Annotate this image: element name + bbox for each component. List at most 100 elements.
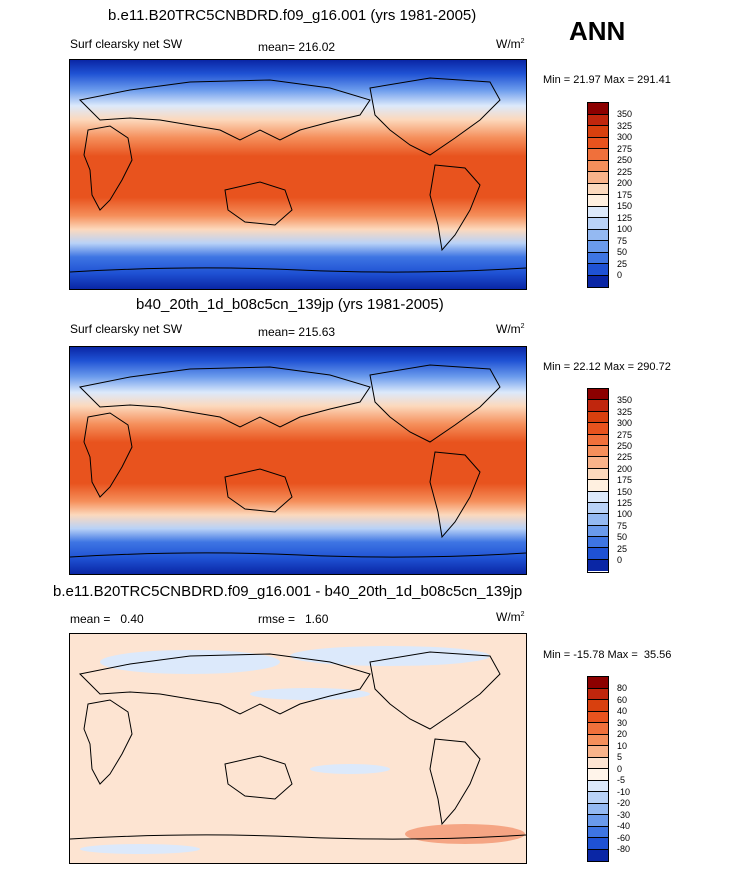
cbar2-label: 225: [617, 452, 633, 462]
cbar1-swatch: [588, 241, 608, 253]
cbar1-label: 225: [617, 167, 633, 177]
panel-3-coast-northamerica: [369, 651, 501, 730]
panel-2-coast-australia: [224, 468, 293, 513]
panel-2-map: [69, 346, 527, 575]
panel-2-field: [70, 347, 526, 574]
panel-1-coast-northamerica: [369, 77, 501, 156]
cbar3-label: -20: [617, 798, 631, 808]
cbar3-swatch: [588, 780, 608, 792]
cbar1-label: 150: [617, 201, 633, 211]
panel-1-coast-africa: [83, 125, 133, 211]
panel-3-map: [69, 633, 527, 864]
cbar1-swatch: [588, 126, 608, 138]
panel-1-coast-antarctica: [70, 267, 526, 273]
panel-1-units-exp: 2: [520, 38, 525, 45]
cbar1-swatch: [588, 275, 608, 287]
cbar1-swatch: [588, 172, 608, 184]
panel-3-colorbar: [587, 676, 609, 862]
cbar2-label: 25: [617, 544, 628, 554]
cbar2-label: 150: [617, 487, 633, 497]
panel-3-rmse-label: rmse = 1.60: [258, 612, 329, 626]
panel-1-colorbar: [587, 102, 609, 288]
cbar3-swatch: [588, 711, 608, 723]
panel-3-coast-eurasia: [78, 653, 371, 715]
cbar1-swatch: [588, 137, 608, 149]
panel-2-coast-northamerica: [369, 364, 501, 443]
panel-3-coast-antarctica: [70, 834, 526, 840]
panel-2-mean-label: mean= 215.63: [258, 325, 336, 339]
panel-3-negative-anomaly: [310, 764, 390, 774]
cbar1-label: 100: [617, 224, 633, 234]
cbar2-label: 300: [617, 418, 633, 428]
panel-2-title: b40_20th_1d_b08c5cn_139jp (yrs 1981-2005…: [136, 296, 444, 313]
cbar2-label: 50: [617, 532, 628, 542]
panel-3-negative-anomaly: [290, 646, 490, 666]
panel-3-title: b.e11.B20TRC5CNBDRD.f09_g16.001 - b40_20…: [53, 583, 523, 600]
cbar1-swatch: [588, 252, 608, 264]
panel-3-units-exp: 2: [520, 611, 525, 618]
panel-1-coast-southamerica: [429, 164, 481, 252]
cbar3-swatch: [588, 838, 608, 850]
cbar3-swatch: [588, 723, 608, 735]
cbar2-label: 325: [617, 407, 633, 417]
cbar2-label: 250: [617, 441, 633, 451]
panel-1-field: [70, 60, 526, 289]
panel-2-colorbar: [587, 388, 609, 573]
panel-2-units-text: W/m: [496, 322, 521, 336]
cbar2-swatch: [588, 457, 608, 469]
panel-2-units: W/m2: [496, 322, 525, 336]
cbar2-swatch: [588, 480, 608, 492]
cbar2-swatch: [588, 548, 608, 560]
cbar3-label: -10: [617, 787, 631, 797]
panel-2-map-field: [70, 347, 526, 574]
panel-1-title: b.e11.B20TRC5CNBDRD.f09_g16.001 (yrs 198…: [108, 7, 477, 24]
cbar2-swatch: [588, 559, 608, 572]
panel-1-coast-eurasia: [78, 79, 371, 141]
panel-3-positive-anomaly: [405, 824, 525, 844]
cbar3-swatch: [588, 757, 608, 769]
cbar2-swatch: [588, 389, 608, 401]
cbar1-label: 350: [617, 109, 633, 119]
panel-2-coast-southamerica: [429, 451, 481, 539]
panel-1-minmax: Min = 21.97 Max = 291.41: [543, 74, 671, 86]
cbar3-label: -5: [617, 775, 626, 785]
cbar3-label: -80: [617, 844, 631, 854]
panel-1-coast-australia: [224, 181, 293, 226]
panel-1-mean-label: mean= 216.02: [258, 40, 336, 54]
cbar1-swatch: [588, 149, 608, 161]
cbar3-swatch: [588, 688, 608, 700]
cbar1-swatch: [588, 114, 608, 126]
panel-2-coast-africa: [83, 412, 133, 498]
cbar3-swatch: [588, 746, 608, 758]
cbar3-label: 10: [617, 741, 628, 751]
cbar1-label: 200: [617, 178, 633, 188]
cbar2-label: 0: [617, 555, 623, 565]
cbar3-label: 20: [617, 729, 628, 739]
season-label: ANN: [569, 16, 626, 46]
cbar1-label: 250: [617, 155, 633, 165]
cbar2-swatch: [588, 502, 608, 515]
panel-3-units: W/m2: [496, 610, 525, 624]
panel-3-negative-anomaly: [100, 650, 280, 674]
cbar1-label: 175: [617, 190, 633, 200]
cbar2-swatch: [588, 411, 608, 424]
cbar2-swatch: [588, 468, 608, 481]
cbar2-label: 175: [617, 475, 633, 485]
panel-2-coast-antarctica: [70, 552, 526, 558]
cbar1-swatch: [588, 218, 608, 230]
cbar2-swatch: [588, 445, 608, 458]
cbar1-label: 25: [617, 259, 628, 269]
cbar1-swatch: [588, 103, 608, 115]
panel-2-minmax: Min = 22.12 Max = 290.72: [543, 361, 671, 373]
cbar3-label: 40: [617, 706, 628, 716]
cbar1-label: 275: [617, 144, 633, 154]
cbar3-swatch: [588, 734, 608, 746]
panel-2-units-exp: 2: [520, 323, 525, 330]
panel-3-coast-australia: [224, 755, 293, 800]
panel-3-coast-africa: [83, 699, 133, 785]
panel-1-map-field: [70, 60, 526, 289]
cbar3-swatch: [588, 769, 608, 781]
cbar2-label: 100: [617, 509, 633, 519]
cbar3-label: -40: [617, 821, 631, 831]
cbar1-label: 50: [617, 247, 628, 257]
